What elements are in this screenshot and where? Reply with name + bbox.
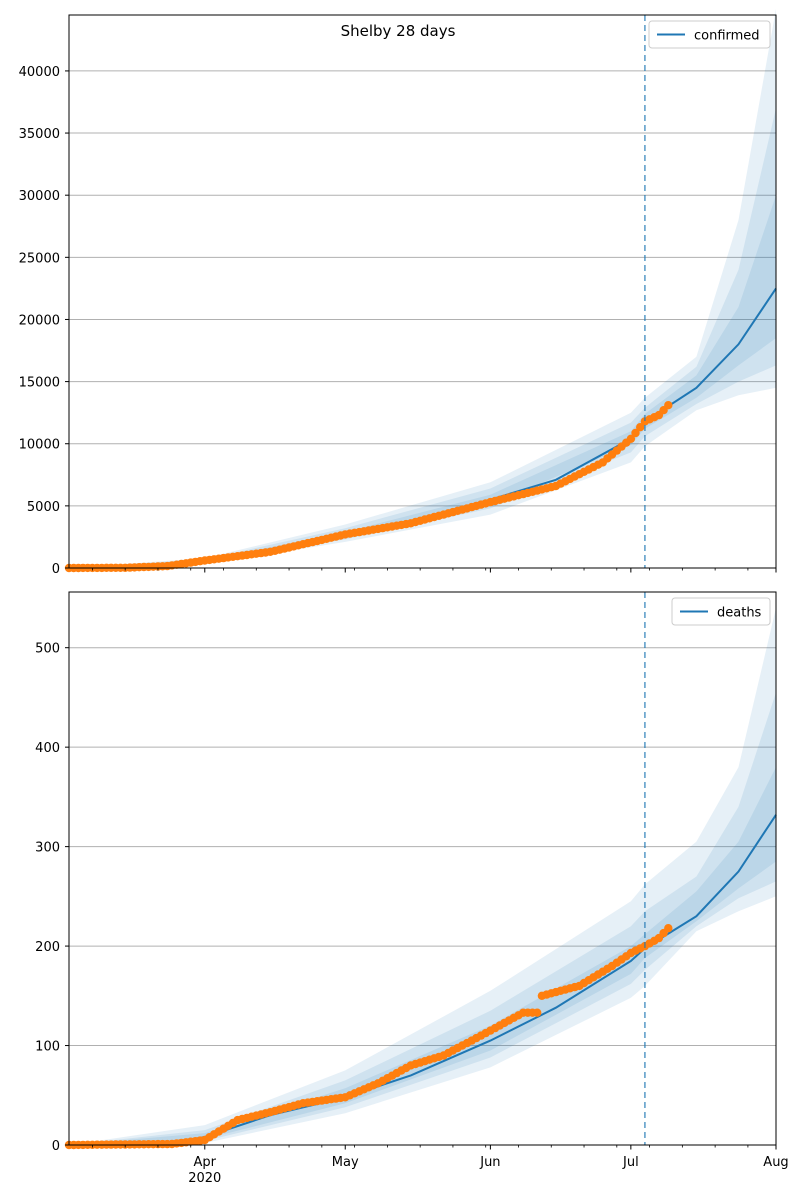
observed-point xyxy=(664,924,673,933)
axes-frame xyxy=(68,14,777,569)
axes-frame xyxy=(68,591,777,1146)
y-tick-label: 500 xyxy=(35,642,60,657)
uncertainty-band xyxy=(69,108,776,568)
observed-point xyxy=(533,1008,542,1017)
chart-title: Shelby 28 days xyxy=(341,22,456,40)
legend-label: deaths xyxy=(717,606,762,621)
x-tick-label: Apr xyxy=(194,1155,217,1170)
x-tick-sublabel: 2020 xyxy=(188,1171,221,1186)
x-tick-label: Jul xyxy=(622,1155,639,1170)
y-tick-label: 200 xyxy=(35,940,60,955)
y-tick-label: 10000 xyxy=(19,438,60,453)
uncertainty-band xyxy=(69,692,776,1145)
legend-box xyxy=(648,20,771,49)
y-tick-label: 5000 xyxy=(27,500,60,515)
y-tick-label: 15000 xyxy=(19,376,60,391)
legend-box xyxy=(671,597,771,626)
uncertainty-band xyxy=(69,607,776,1145)
confirmed-panel: 0 5000 10000 15000 20000 25000 30000 35000 40000… xyxy=(19,8,777,577)
uncertainty-band xyxy=(69,8,776,569)
y-tick-label: 100 xyxy=(35,1040,60,1055)
observed-point xyxy=(636,423,645,432)
legend-label: confirmed xyxy=(694,29,760,44)
y-tick-label: 40000 xyxy=(19,65,60,80)
x-tick-label: May xyxy=(332,1155,359,1170)
observed-point xyxy=(664,401,673,410)
observed-point xyxy=(626,434,636,443)
y-tick-label: 30000 xyxy=(19,189,60,204)
y-tick-label: 25000 xyxy=(19,251,60,266)
y-tick-label: 300 xyxy=(35,841,60,856)
y-tick-label: 0 xyxy=(52,562,60,577)
x-tick-label: Jun xyxy=(479,1155,500,1170)
y-tick-label: 20000 xyxy=(19,313,60,328)
y-tick-label: 35000 xyxy=(19,127,60,142)
y-tick-label: 0 xyxy=(52,1139,60,1154)
y-tick-label: 400 xyxy=(35,741,60,756)
x-tick-label: Aug xyxy=(763,1155,788,1170)
observed-point xyxy=(631,428,640,438)
